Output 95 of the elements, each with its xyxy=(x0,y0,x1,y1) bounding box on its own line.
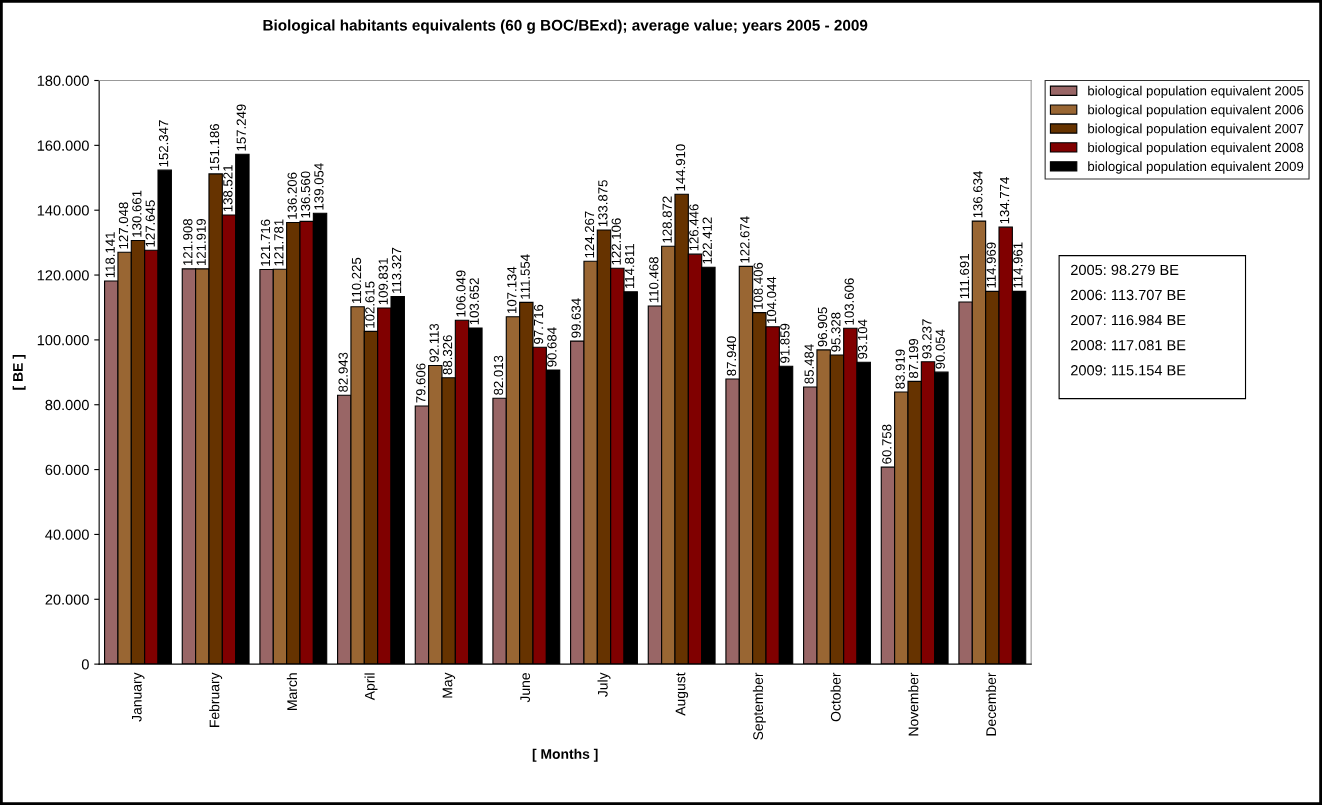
x-tick-label: June xyxy=(520,673,531,703)
data-label: 151.186 xyxy=(209,124,220,171)
data-label: 60.758 xyxy=(882,424,892,464)
data-label: 83.919 xyxy=(895,349,905,389)
x-tick-label: September xyxy=(752,672,766,740)
data-label: 85.484 xyxy=(804,344,814,384)
data-label: 138.521 xyxy=(223,165,233,212)
legend-label: biological population equivalent 2009 xyxy=(1088,161,1304,174)
data-label: 106.049 xyxy=(456,270,466,317)
data-label: 82.943 xyxy=(338,352,348,392)
data-label: 128.872 xyxy=(662,196,672,243)
x-tick-label: October xyxy=(830,672,841,722)
data-label: 127.048 xyxy=(118,202,129,249)
y-tick-label: 180.000 xyxy=(37,75,89,86)
legend-label: biological population equivalent 2008 xyxy=(1088,142,1304,155)
data-label: 133.875 xyxy=(598,180,608,227)
x-tick-label: March xyxy=(286,673,298,710)
y-tick-label: 80.000 xyxy=(45,399,89,411)
x-tick-label: February xyxy=(209,672,223,727)
data-label: 122.674 xyxy=(740,216,750,263)
text: 2009: 115.154 BE xyxy=(1071,365,1186,376)
data-label: 99.634 xyxy=(571,298,581,338)
data-label: 110.225 xyxy=(351,257,362,303)
data-label: 87.940 xyxy=(726,336,737,376)
data-label: 121.919 xyxy=(196,218,206,266)
legend-label: biological population equivalent 2007 xyxy=(1088,123,1304,136)
data-label: 121.781 xyxy=(274,219,284,266)
text: 2007: 116.984 BE xyxy=(1071,314,1186,326)
data-label: 113.327 xyxy=(391,247,402,293)
y-tick-label: 120.000 xyxy=(37,270,89,281)
data-label: 107.134 xyxy=(507,266,517,313)
data-label: 103.606 xyxy=(844,278,854,325)
x-tick-label: November xyxy=(908,672,919,736)
x-tick-label: April xyxy=(364,673,378,701)
legend-label: biological population equivalent 2005 xyxy=(1088,85,1304,99)
text: 2008: 117.081 BE xyxy=(1071,340,1186,351)
data-label: 134.774 xyxy=(999,177,1010,224)
data-label: 121.716 xyxy=(260,219,271,266)
y-tick-label: 160.000 xyxy=(37,140,89,151)
chart-title: Biological habitants equivalents (60 g BOC/BExd); average value; years 2005 - 2009 xyxy=(263,19,868,34)
data-label: 127.645 xyxy=(145,200,155,247)
y-tick-label: 60.000 xyxy=(45,464,89,476)
data-label: 152.347 xyxy=(158,120,169,167)
data-label: 114.961 xyxy=(1013,242,1023,288)
data-label: 87.199 xyxy=(908,338,919,379)
x-tick-label: May xyxy=(442,672,456,698)
data-label: 114.969 xyxy=(986,242,996,288)
data-label: 79.606 xyxy=(416,363,426,403)
data-label: 121.908 xyxy=(183,218,193,266)
data-label: 124.267 xyxy=(584,211,595,258)
data-label: 103.652 xyxy=(469,278,479,325)
data-label: 95.328 xyxy=(831,312,841,352)
data-label: 92.113 xyxy=(429,323,439,363)
data-label: 91.859 xyxy=(780,323,790,363)
y-axis-title: [ BE ] xyxy=(12,354,26,390)
data-label: 93.104 xyxy=(857,319,868,359)
data-label: 90.684 xyxy=(547,327,557,367)
data-label: 122.106 xyxy=(611,218,621,265)
x-tick-label: January xyxy=(132,672,145,722)
legend-label: biological population equivalent 2006 xyxy=(1088,104,1304,117)
y-tick-label: 0 xyxy=(81,659,89,670)
data-label: 136.634 xyxy=(973,171,983,218)
data-label: 111.691 xyxy=(959,254,970,299)
data-label: 157.249 xyxy=(236,104,246,151)
data-label: 97.716 xyxy=(533,304,544,344)
y-tick-label: 20.000 xyxy=(45,594,89,605)
data-label: 139.054 xyxy=(314,163,324,210)
data-label: 102.615 xyxy=(365,281,375,328)
data-label: 93.237 xyxy=(922,319,932,359)
y-tick-label: 140.000 xyxy=(37,205,89,216)
y-tick-label: 40.000 xyxy=(45,529,89,540)
text: 2006: 113.707 BE xyxy=(1071,289,1186,301)
data-label: 82.013 xyxy=(493,355,504,395)
data-label: 110.468 xyxy=(649,257,659,303)
data-label: 130.661 xyxy=(132,190,142,237)
data-label: 136.560 xyxy=(300,171,311,218)
data-label: 144.910 xyxy=(675,144,686,191)
data-label: 111.554 xyxy=(520,254,530,299)
data-label: 88.326 xyxy=(442,335,453,375)
data-label: 122.412 xyxy=(702,217,712,264)
data-label: 109.831 xyxy=(378,258,388,305)
data-label: 96.905 xyxy=(817,307,828,347)
x-tick-label: August xyxy=(675,672,689,716)
data-label: 104.044 xyxy=(766,276,777,323)
x-tick-label: July xyxy=(597,672,611,697)
x-tick-label: December xyxy=(985,672,997,736)
text: 2005: 98.279 BE xyxy=(1071,264,1179,276)
y-tick-label: 100.000 xyxy=(37,334,89,346)
data-label: 118.141 xyxy=(105,232,115,278)
data-label: 136.206 xyxy=(287,172,297,219)
data-label: 126.446 xyxy=(689,204,699,251)
data-label: 114.811 xyxy=(624,243,635,289)
data-label: 90.054 xyxy=(935,329,945,369)
x-axis-title: [ Months ] xyxy=(532,748,598,762)
data-label: 108.406 xyxy=(753,262,763,309)
